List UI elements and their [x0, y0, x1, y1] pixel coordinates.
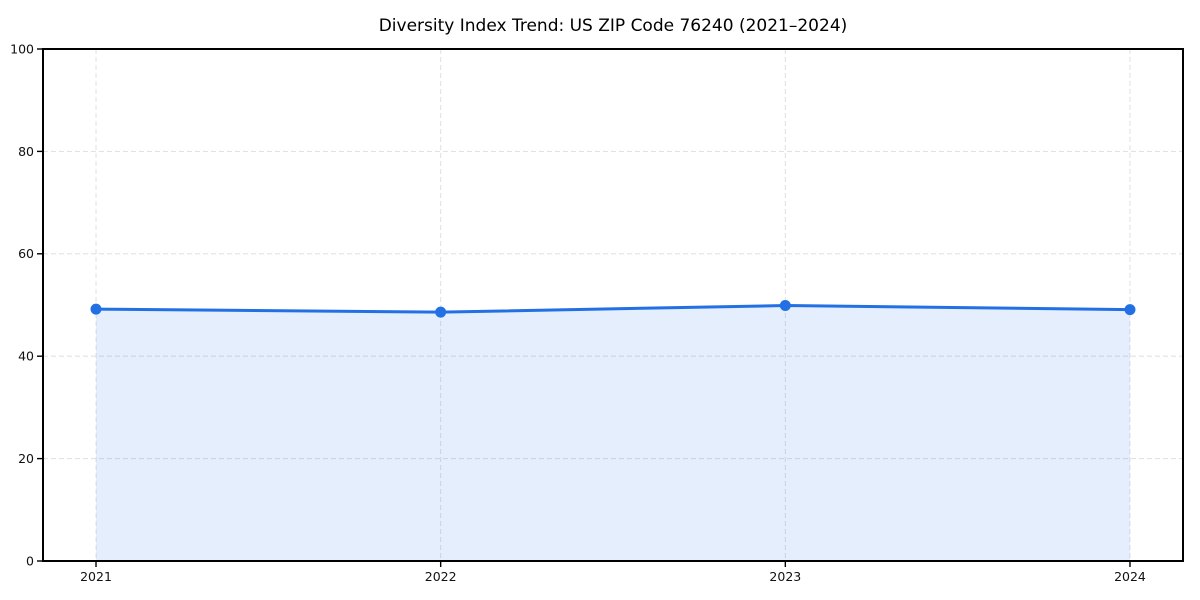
- plot-border: [42, 48, 1184, 562]
- data-point-2021: [90, 303, 102, 315]
- gridlines: [43, 49, 1183, 561]
- x-tick-label-2022: 2022: [425, 569, 457, 584]
- data-points: [90, 300, 1136, 318]
- x-tick-label-2021: 2021: [80, 569, 112, 584]
- y-axis: 0 20 40 60 80 100: [10, 41, 43, 568]
- y-tick-label-60: 60: [18, 246, 34, 261]
- x-axis: 2021 2022 2023 2024: [80, 561, 1146, 584]
- x-tick-label-2024: 2024: [1114, 569, 1146, 584]
- y-tick-label-40: 40: [18, 349, 34, 364]
- axes-spines: [42, 48, 1184, 562]
- area-fill-path: [96, 305, 1130, 561]
- trend-line: [94, 304, 1132, 314]
- trend-line-path: [94, 304, 1132, 314]
- data-point-2024: [1124, 304, 1136, 316]
- y-tick-label-0: 0: [26, 553, 34, 568]
- y-tick-label-100: 100: [10, 41, 34, 56]
- chart-title: Diversity Index Trend: US ZIP Code 76240…: [379, 16, 848, 36]
- x-tick-label-2023: 2023: [769, 569, 801, 584]
- area-fill: [96, 305, 1130, 561]
- y-tick-label-20: 20: [18, 451, 34, 466]
- data-point-2022: [435, 306, 447, 318]
- y-tick-label-80: 80: [18, 144, 34, 159]
- data-point-2023: [779, 300, 791, 312]
